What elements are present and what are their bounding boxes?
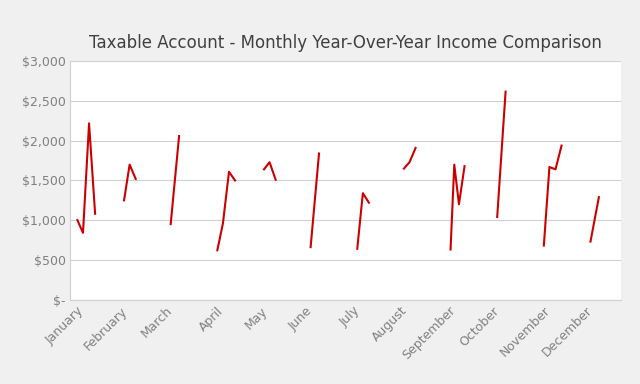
Title: Taxable Account - Monthly Year-Over-Year Income Comparison: Taxable Account - Monthly Year-Over-Year… xyxy=(89,33,602,51)
